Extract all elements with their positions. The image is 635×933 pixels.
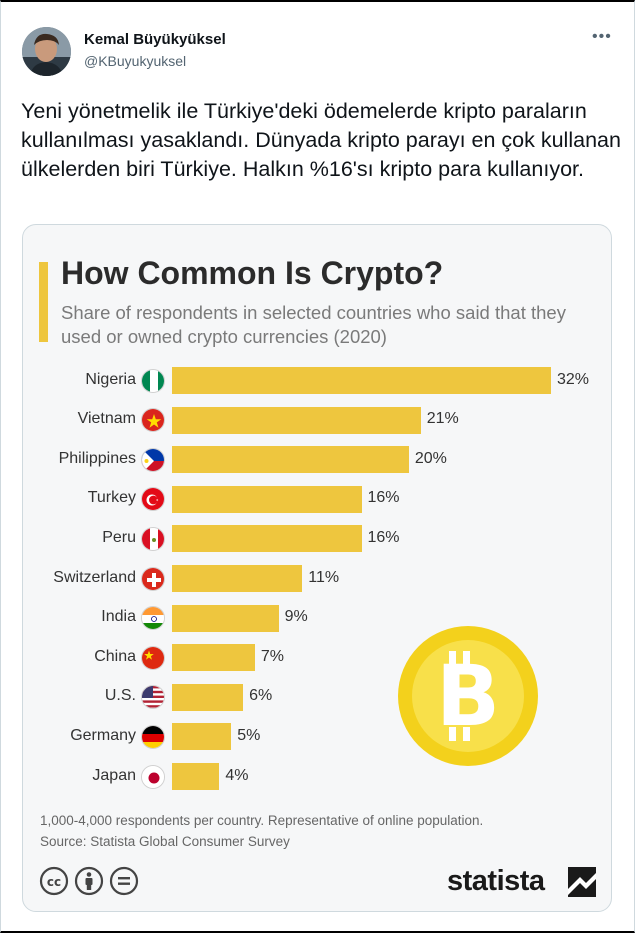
- footnote-respondents: 1,000-4,000 respondents per country. Rep…: [40, 813, 484, 828]
- bitcoin-coin-icon: B: [398, 626, 538, 766]
- avatar[interactable]: [22, 27, 71, 76]
- category-label-u-s: U.S.: [104, 687, 136, 705]
- category-label-vietnam: Vietnam: [77, 410, 136, 428]
- value-label-china: 7%: [260, 647, 285, 665]
- value-label-u-s: 6%: [249, 687, 273, 705]
- footnote-source: Source: Statista Global Consumer Survey: [40, 834, 290, 849]
- category-label-philippines: Philippines: [58, 449, 136, 467]
- bar-nigeria: [172, 367, 551, 394]
- bar-india: [172, 604, 279, 632]
- user-handle[interactable]: @KBuyukyuksel: [84, 53, 187, 69]
- category-label-turkey: Turkey: [87, 489, 136, 507]
- cc-icon: cc: [39, 866, 69, 896]
- more-icon[interactable]: •••: [592, 28, 612, 45]
- category-label-india: India: [101, 608, 136, 626]
- license-icons[interactable]: cc: [39, 866, 139, 896]
- statista-wordmark: statista: [447, 865, 545, 897]
- bar-peru: [172, 525, 362, 553]
- china-flag-icon: [141, 645, 165, 670]
- nigeria-flag-icon: [141, 368, 165, 393]
- germany-flag-icon: [141, 724, 165, 749]
- user-name[interactable]: Kemal Büyükyüksel: [84, 31, 226, 48]
- switzerland-flag-icon: [141, 566, 165, 591]
- value-label-peru: 16%: [367, 528, 400, 546]
- chart-subtitle: Share of respondents in selected countri…: [61, 302, 566, 347]
- value-label-japan: 4%: [225, 766, 249, 784]
- category-label-china: China: [94, 647, 136, 665]
- value-label-nigeria: 32%: [557, 370, 590, 388]
- peru-flag-icon: [141, 526, 165, 551]
- footnote: 1,000-4,000 respondents per country. Rep…: [40, 810, 483, 852]
- india-flag-icon: [141, 606, 165, 631]
- bar-vietnam: [172, 406, 421, 434]
- bar-u-s: [172, 683, 244, 711]
- bar-chart: Nigeria 32% Vietnam 21% Philippines 20% Turkey…: [23, 225, 611, 825]
- value-label-switzerland: 11%: [308, 568, 340, 586]
- bar-germany: [172, 723, 232, 751]
- tweet-text: Yeni yönetmelik ile Türkiye'deki ödemele…: [21, 99, 621, 181]
- bar-philippines: [172, 446, 409, 474]
- svg-text:cc: cc: [47, 875, 61, 889]
- value-label-vietnam: 21%: [426, 410, 459, 428]
- statista-logo-icon: [568, 867, 596, 897]
- value-label-germany: 5%: [237, 726, 261, 744]
- bar-switzerland: [172, 565, 303, 592]
- us-flag-icon: [141, 685, 165, 710]
- nd-icon: [109, 866, 139, 896]
- by-icon: [74, 866, 104, 896]
- philippines-flag-icon: [141, 447, 165, 472]
- value-label-turkey: 16%: [367, 489, 400, 507]
- value-label-philippines: 20%: [414, 449, 447, 467]
- category-label-japan: Japan: [92, 766, 136, 784]
- category-label-switzerland: Switzerland: [53, 568, 136, 586]
- bar-china: [172, 644, 255, 672]
- vietnam-flag-icon: [141, 408, 165, 433]
- japan-flag-icon: [141, 764, 165, 789]
- category-label-nigeria: Nigeria: [85, 370, 136, 388]
- chart-title: How Common Is Crypto?: [61, 255, 444, 291]
- title-accent-bar: [39, 262, 48, 342]
- bar-turkey: [172, 485, 362, 513]
- category-label-germany: Germany: [70, 726, 136, 744]
- value-label-india: 9%: [284, 608, 308, 626]
- infographic-card[interactable]: How Common Is Crypto? Share of responden…: [22, 224, 612, 912]
- turkey-flag-icon: [141, 487, 165, 512]
- category-label-peru: Peru: [102, 528, 136, 546]
- bar-japan: [172, 763, 220, 790]
